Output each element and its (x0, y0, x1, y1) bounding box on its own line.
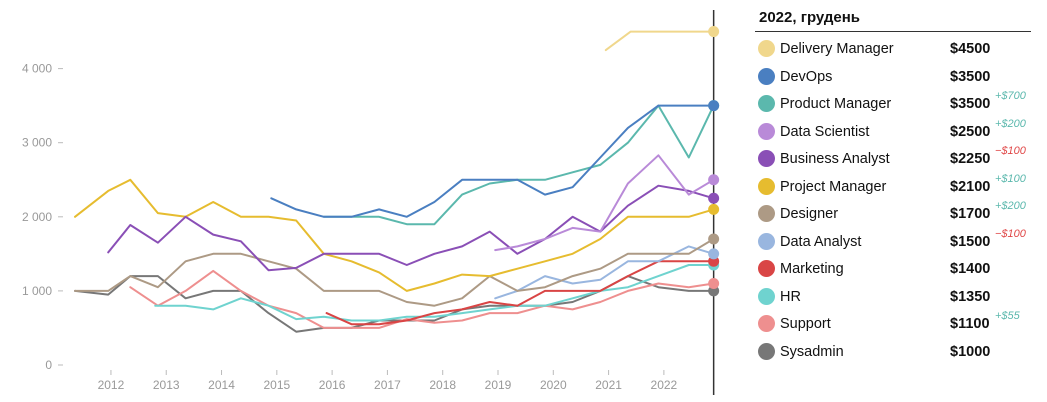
legend-swatch (758, 342, 775, 360)
series-line-designer (74, 238, 715, 307)
series-line-support (129, 269, 715, 329)
end-marker-data-analyst[interactable] (708, 248, 720, 260)
legend-label: Marketing (780, 261, 844, 277)
legend-row[interactable]: Data Analyst $1500 −$100 (755, 227, 1035, 257)
legend-row[interactable]: Data Scientist $2500 +$200 (755, 117, 1035, 147)
legend-row[interactable]: Business Analyst $2250 −$100 (755, 145, 1035, 174)
y-axis: 0 1 000 2 000 3 000 4 000 (22, 62, 63, 372)
legend-swatch (758, 315, 775, 332)
legend-label: Designer (780, 206, 839, 222)
legend-delta: +$200 (995, 200, 1026, 212)
y-tick-label: 3 000 (22, 136, 52, 150)
legend-value: $2500 (950, 123, 991, 140)
legend: 2022, грудень Delivery Manager $4500 DevOp… (755, 6, 1035, 366)
legend-label: HR (780, 288, 801, 305)
series-line-marketing (325, 260, 715, 326)
legend-label: Product Manager (780, 96, 892, 112)
legend-label: DevOps (780, 68, 833, 85)
legend-label: Sysadmin (780, 343, 844, 360)
legend-label: Data Scientist (780, 123, 870, 140)
y-tick-label: 2 000 (22, 210, 52, 224)
legend-value: $1100 (950, 316, 990, 332)
end-marker-business-analyst[interactable] (708, 192, 720, 204)
legend-row[interactable]: Designer $1700 +$200 (755, 200, 1035, 229)
x-tick-label: 2020 (540, 378, 567, 392)
end-marker-delivery-manager[interactable] (708, 26, 720, 38)
legend-delta: −$100 (995, 145, 1026, 157)
legend-swatch (758, 122, 775, 140)
x-tick-label: 2012 (98, 378, 125, 392)
x-tick-label: 2019 (485, 378, 512, 392)
y-tick-label: 1 000 (22, 284, 52, 298)
legend-swatch (758, 287, 775, 305)
end-marker-designer[interactable] (708, 233, 720, 245)
legend-value: $1400 (950, 261, 991, 277)
legend-swatch (758, 260, 775, 277)
legend-label: Delivery Manager (780, 41, 894, 57)
x-tick-label: 2014 (208, 378, 235, 392)
series-line-data-scientist (494, 154, 715, 252)
legend-delta: −$100 (995, 227, 1026, 240)
series-line-project-manager (74, 178, 715, 292)
legend-delta: +$200 (995, 117, 1026, 130)
x-tick-label: 2015 (263, 378, 290, 392)
legend-value: $3500 (950, 68, 991, 85)
x-tick-label: 2013 (153, 378, 180, 392)
legend-row[interactable]: Delivery Manager $4500 (755, 36, 1035, 64)
legend-swatch (758, 205, 775, 222)
x-tick-label: 2021 (595, 378, 622, 392)
legend-label: Business Analyst (780, 151, 890, 167)
legend-delta: +$700 (995, 90, 1026, 102)
legend-title: 2022, грудень (755, 6, 1031, 32)
end-marker-support[interactable] (708, 277, 720, 289)
x-tick-label: 2022 (651, 378, 678, 392)
legend-row[interactable]: Marketing $1400 (755, 256, 1035, 284)
legend-value: $2250 (950, 151, 991, 167)
legend-value: $2100 (950, 178, 991, 195)
x-tick-label: 2018 (429, 378, 456, 392)
legend-value: $1000 (950, 343, 991, 360)
legend-row[interactable]: HR $1350 (755, 284, 1035, 312)
end-marker-devops[interactable] (708, 100, 720, 112)
legend-swatch (758, 95, 775, 112)
legend-row[interactable]: Project Manager $2100 +$100 (755, 172, 1035, 202)
end-marker-project-manager[interactable] (708, 203, 720, 215)
legend-value: $1350 (950, 288, 991, 305)
x-axis: 2012 2013 2014 2015 2016 2017 2018 2019 2020 2021… (98, 370, 678, 392)
series-line-devops (270, 104, 715, 218)
series-lines (74, 30, 715, 333)
legend-value: $1500 (950, 233, 991, 250)
legend-label: Project Manager (780, 178, 887, 195)
series-end-markers (708, 26, 720, 297)
legend-delta: +$100 (995, 172, 1026, 185)
legend-value: $3500 (950, 96, 991, 112)
legend-row[interactable]: Sysadmin $1000 (755, 339, 1035, 367)
y-tick-label: 4 000 (22, 62, 52, 76)
x-tick-label: 2017 (374, 378, 401, 392)
legend-row[interactable]: Support $1100 +$55 (755, 310, 1035, 339)
legend-swatch (758, 150, 775, 167)
legend-label: Data Analyst (780, 233, 862, 250)
legend-label: Support (780, 316, 831, 332)
legend-swatch (758, 40, 775, 57)
legend-value: $1700 (950, 206, 991, 222)
legend-row[interactable]: DevOps $3500 (755, 64, 1035, 92)
series-line-business-analyst (107, 184, 715, 272)
legend-swatch (758, 232, 775, 250)
legend-delta: +$55 (995, 310, 1020, 322)
series-line-product-manager (322, 104, 715, 226)
legend-swatch (758, 177, 775, 195)
series-line-hr (154, 264, 715, 322)
legend-row[interactable]: Product Manager $3500 +$700 (755, 90, 1035, 119)
legend-value: $4500 (950, 41, 991, 57)
x-tick-label: 2016 (319, 378, 346, 392)
series-line-data-analyst (494, 245, 715, 300)
series-line-delivery-manager (604, 30, 715, 52)
legend-swatch (758, 67, 775, 85)
legend-rows: Delivery Manager $4500 DevOps $3500 Product … (755, 36, 1035, 366)
end-marker-data-scientist[interactable] (708, 174, 720, 186)
y-tick-label: 0 (45, 358, 52, 372)
